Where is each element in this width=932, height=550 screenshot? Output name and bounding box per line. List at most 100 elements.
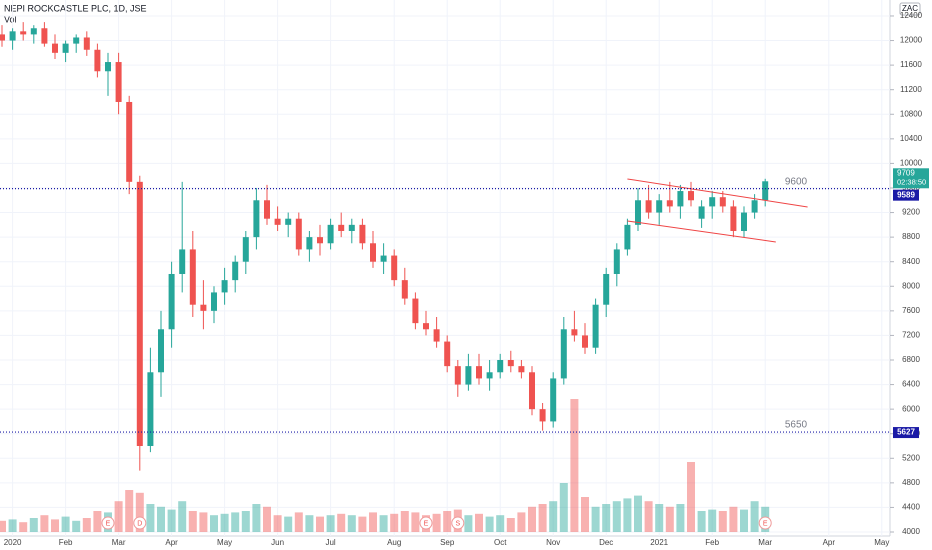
candle-body [603, 273, 610, 305]
candle-body [730, 206, 737, 231]
volume-bar [464, 515, 473, 532]
x-tick-label: Aug [387, 538, 401, 547]
y-tick-label: 9200 [902, 208, 920, 217]
candle-body [518, 366, 525, 373]
candle-body [285, 218, 292, 225]
volume-bar [517, 512, 526, 532]
countdown: 02:38:50 [897, 177, 926, 186]
y-tick-label: 5200 [902, 453, 920, 462]
candle-body [370, 243, 376, 262]
event-label: E [763, 520, 768, 527]
candle-body [348, 224, 355, 231]
last-price-tag [893, 168, 929, 189]
volume-bar [379, 515, 388, 532]
y-tick-label: 8000 [902, 281, 920, 290]
volume-bar [358, 516, 367, 532]
y-tick-label: 6400 [902, 380, 920, 389]
candle-body [20, 31, 27, 35]
volume-bar [687, 462, 695, 532]
x-tick-label: Dec [599, 538, 613, 547]
candle-body [613, 249, 620, 274]
candle-body [635, 200, 641, 225]
y-tick-label: 8400 [902, 257, 920, 266]
event-label: E [106, 520, 111, 527]
y-tick-label: 4000 [902, 527, 920, 536]
x-tick-label: Mar [758, 538, 772, 547]
volume-bar [40, 515, 49, 532]
price-tag [893, 189, 919, 201]
volume-bar [188, 511, 197, 532]
volume-bar [231, 512, 240, 532]
volume-bar [644, 501, 653, 532]
candle-body [656, 200, 663, 213]
candle-body [264, 200, 270, 219]
y-tick-label: 4400 [902, 503, 920, 512]
candle-body [550, 378, 557, 422]
volume-bar [273, 515, 282, 532]
volume-bar [581, 497, 589, 532]
volume-bar [665, 506, 674, 532]
volume-bar [612, 501, 621, 532]
candle-body [211, 292, 217, 311]
currency-box [899, 2, 921, 16]
x-tick-label: Apr [823, 538, 836, 547]
y-tick-label: 12400 [900, 11, 923, 20]
candle-body [497, 359, 504, 373]
volume-bar [347, 515, 356, 532]
volume-bar [528, 506, 536, 532]
volume-bar [729, 506, 738, 532]
volume-bar [570, 399, 579, 532]
candle-body [486, 372, 493, 379]
volume-bar [390, 513, 399, 532]
volume-bar [220, 513, 229, 532]
volume-bar [263, 506, 271, 532]
candle-body [73, 37, 80, 44]
volume-bar [178, 501, 187, 532]
x-tick-label: Sep [440, 538, 455, 547]
candle-body [158, 329, 164, 373]
event-marker [419, 516, 433, 530]
volume-bar [167, 509, 176, 532]
x-tick-label: Nov [546, 538, 560, 547]
candle-body [105, 62, 111, 72]
y-tick-label: 12000 [900, 36, 923, 45]
volume-bar [8, 519, 17, 532]
event-marker [133, 516, 147, 530]
x-tick-label: Jun [271, 538, 284, 547]
event-label: D [137, 520, 142, 527]
candle-body [677, 191, 684, 207]
candle-body [560, 329, 567, 379]
volume-bar [146, 504, 155, 532]
trendline [627, 178, 808, 208]
candle-body [62, 43, 69, 53]
volume-bar [591, 506, 600, 532]
candle-body [719, 197, 726, 207]
x-tick-label: 2021 [650, 538, 668, 547]
candle-body [751, 200, 758, 213]
candle-body [327, 224, 334, 244]
x-tick-label: May [217, 538, 232, 547]
price-tag [893, 427, 919, 439]
event-label: S [455, 520, 460, 527]
candle-body [444, 341, 451, 367]
candle-body [253, 200, 260, 238]
event-marker [451, 516, 465, 530]
volume-bar [485, 516, 494, 532]
volume-label: Vol [4, 14, 17, 24]
volume-bar [475, 513, 483, 532]
candle-body [295, 218, 302, 250]
candle-body [115, 62, 122, 102]
x-tick-label: Oct [494, 538, 507, 547]
x-tick-label: Feb [59, 538, 73, 547]
volume-bar [549, 501, 558, 532]
candle-body [507, 359, 514, 367]
volume-bar [697, 511, 706, 532]
volume-bar [750, 501, 759, 532]
event-marker [758, 516, 772, 530]
volume-bar [718, 511, 727, 532]
volume-bar [369, 512, 377, 532]
volume-bar [634, 495, 642, 532]
volume-bar [72, 520, 81, 532]
candle-body [529, 372, 535, 410]
